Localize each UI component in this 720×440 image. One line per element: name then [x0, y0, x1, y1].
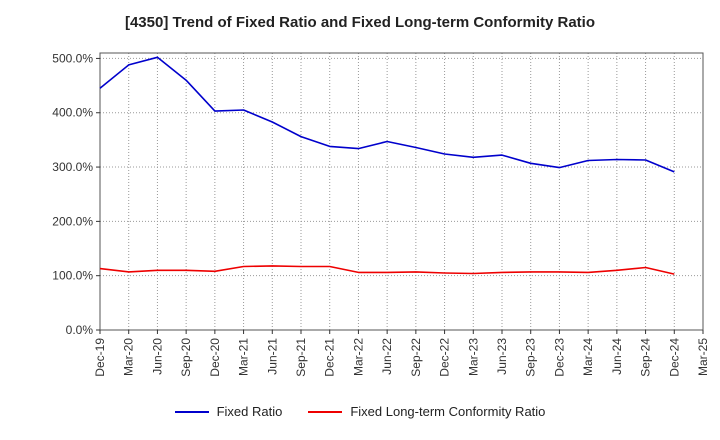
series-line-1 [99, 265, 675, 275]
tick-label-x: Jun-23 [495, 338, 509, 375]
legend: Fixed Ratio Fixed Long-term Conformity R… [0, 404, 720, 419]
tick-label-y: 300.0% [52, 160, 93, 174]
tick-label-x: Jun-21 [265, 338, 279, 375]
tick-label-x: Dec-21 [323, 338, 337, 377]
tick-label-x: Dec-20 [208, 338, 222, 377]
tick-label-y: 0.0% [66, 323, 94, 337]
series-line-0 [99, 56, 675, 173]
tick-label-x: Sep-21 [294, 338, 308, 377]
tick-label-x: Mar-25 [696, 338, 710, 376]
x-axis-ticks: Dec-19 Mar-20 Jun-20 Sep-20 Dec-20 Mar-21 Jun-… [93, 330, 710, 377]
tick-label-x: Mar-23 [466, 338, 480, 376]
tick-label-x: Dec-24 [667, 338, 681, 377]
chart-title: [4350] Trend of Fixed Ratio and Fixed Lo… [124, 14, 596, 31]
tick-label-x: Sep-20 [179, 338, 193, 377]
tick-label-x: Mar-22 [351, 338, 365, 376]
series-layer [99, 56, 675, 275]
tick-label-x: Mar-21 [237, 338, 251, 376]
tick-label-x: Sep-24 [639, 338, 653, 377]
tick-label-x: Dec-23 [552, 338, 566, 377]
tick-label-y: 200.0% [52, 214, 93, 228]
plot-frame [99, 52, 704, 331]
tick-label-x: Dec-22 [438, 338, 452, 377]
legend-item-fixed-long-term-conformity-ratio: Fixed Long-term Conformity Ratio [308, 404, 545, 419]
tick-label-x: Dec-19 [93, 338, 107, 377]
tick-label-x: Jun-22 [380, 338, 394, 375]
legend-label-fixed-ratio: Fixed Ratio [216, 404, 283, 419]
tick-label-x: Jun-20 [150, 338, 164, 375]
tick-label-x: Sep-22 [409, 338, 423, 377]
tick-label-y: 500.0% [52, 51, 93, 65]
tick-label-y: 100.0% [52, 269, 93, 283]
y-axis-ticks: 0.0% 100.0% 200.0% 300.0% 400.0% 500.0% [52, 51, 100, 337]
tick-label-x: Jun-24 [610, 338, 624, 375]
plot-border [99, 52, 704, 331]
tick-label-x: Mar-24 [581, 338, 595, 376]
tick-label-x: Mar-20 [122, 338, 136, 376]
tick-label-x: Sep-23 [524, 338, 538, 377]
tick-label-y: 400.0% [52, 106, 93, 120]
legend-label-fixed-long-term-conformity-ratio: Fixed Long-term Conformity Ratio [350, 404, 546, 419]
legend-swatch-fixed-ratio [174, 410, 209, 413]
legend-swatch-fixed-long-term-conformity-ratio [308, 410, 343, 413]
grid [99, 53, 704, 331]
legend-item-fixed-ratio: Fixed Ratio [174, 404, 283, 419]
